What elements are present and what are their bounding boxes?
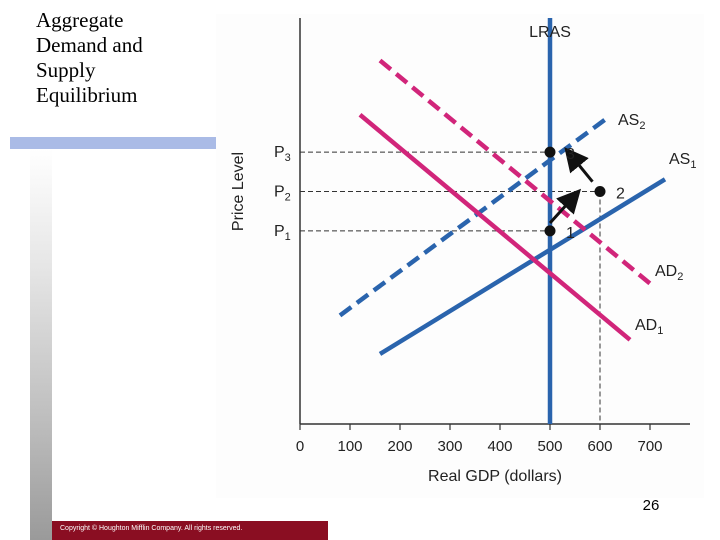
slide-title-line: Demand and bbox=[36, 33, 143, 57]
curve-as1 bbox=[378, 177, 667, 356]
x-axis-label: Real GDP (dollars) bbox=[428, 468, 562, 485]
price-level-label: P2 bbox=[274, 183, 291, 203]
slide-title: Aggregate Demand and Supply Equilibrium bbox=[36, 8, 216, 108]
price-level-label: P1 bbox=[274, 223, 291, 243]
equilibrium-label: 3 bbox=[566, 146, 575, 163]
curve-ad1 bbox=[358, 113, 632, 342]
chart-panel bbox=[216, 14, 704, 498]
curve-ad2 bbox=[378, 58, 652, 286]
equilibrium-label: 2 bbox=[616, 185, 625, 202]
x-tick-label: 0 bbox=[296, 438, 304, 455]
price-level-label: P3 bbox=[274, 144, 291, 164]
curve-label-ad2: AD2 bbox=[655, 263, 683, 283]
copyright-bar: Copyright © Houghton Mifflin Company. Al… bbox=[52, 521, 328, 540]
x-tick-label: 300 bbox=[437, 438, 462, 455]
curve-label-as2: AS2 bbox=[618, 112, 645, 132]
equilibrium-label: 1 bbox=[566, 225, 575, 242]
slide-title-line: Supply bbox=[36, 58, 96, 82]
x-tick-label: 400 bbox=[487, 438, 512, 455]
equilibrium-point bbox=[544, 225, 556, 237]
page-number: 26 bbox=[642, 497, 660, 514]
x-tick-label: 500 bbox=[537, 438, 562, 455]
x-tick-label: 700 bbox=[637, 438, 662, 455]
x-tick-label: 100 bbox=[337, 438, 362, 455]
curve-label-as1: AS1 bbox=[669, 151, 696, 171]
copyright-text: Copyright © Houghton Mifflin Company. Al… bbox=[60, 525, 243, 532]
ad-as-chart: 0 100 200 300 400 500 600 700 Real GDP (dollars)… bbox=[230, 18, 696, 485]
slide-title-line: Aggregate bbox=[36, 8, 124, 32]
curve-label-ad1: AD1 bbox=[635, 317, 663, 337]
x-tick-label: 200 bbox=[387, 438, 412, 455]
equilibrium-point bbox=[544, 146, 556, 158]
curve-label-lras: LRAS bbox=[529, 24, 571, 41]
equilibrium-point bbox=[594, 185, 606, 197]
shift-arrow bbox=[548, 188, 582, 224]
y-axis-label: Price Level bbox=[230, 152, 247, 231]
side-gradient-bar bbox=[30, 149, 52, 540]
shift-arrow bbox=[564, 147, 594, 183]
title-accent-bar bbox=[10, 137, 216, 149]
slide-title-line: Equilibrium bbox=[36, 83, 138, 107]
x-tick-label: 600 bbox=[587, 438, 612, 455]
